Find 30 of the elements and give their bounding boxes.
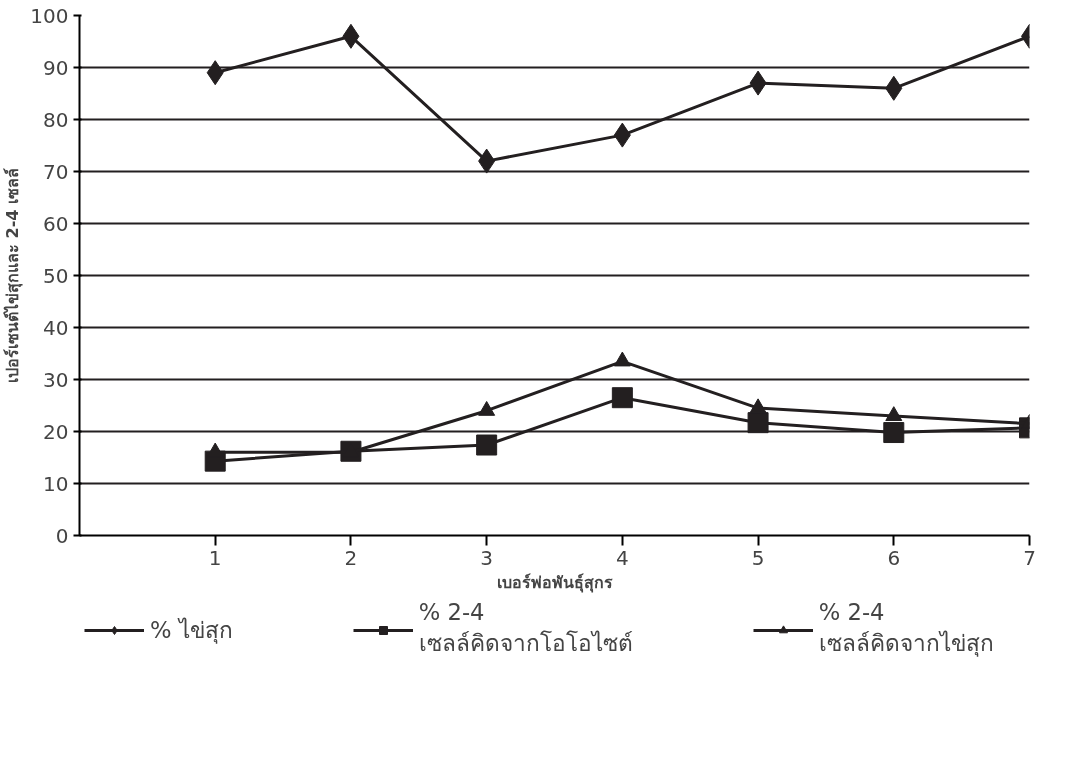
x-tick-label: 5 <box>751 545 765 570</box>
x-tick-label: 3 <box>480 545 494 570</box>
x-axis-title: เบอร์พ่อพันธุ์สุกร <box>496 572 613 593</box>
x-tick-label: 4 <box>615 545 629 570</box>
y-tick-label: 100 <box>30 3 69 28</box>
point <box>749 398 767 414</box>
x-tick-label: 6 <box>887 545 901 570</box>
y-tick-label: 30 <box>43 367 69 392</box>
y-tick-label: 70 <box>43 159 69 184</box>
y-tick-label: 10 <box>43 471 69 496</box>
point <box>747 412 769 434</box>
y-tick-label: 60 <box>43 211 69 236</box>
legend-label: % 2-4 เซลล์คิดจากโอโอไซต์ <box>418 599 633 658</box>
y-tick-label: 80 <box>43 107 69 132</box>
y-tick-label: 40 <box>43 315 69 340</box>
point <box>885 406 903 422</box>
x-tick-label: 1 <box>208 545 222 570</box>
y-axis-title: เปอร์เซนต์ไข่สุกและ 2-4 เซลล์ <box>3 167 24 384</box>
x-tick-label: 7 <box>1023 545 1036 570</box>
y-tick-label: 90 <box>43 55 69 80</box>
y-tick-label: 0 <box>55 523 69 548</box>
legend-label: % ไข่สุก <box>150 616 233 646</box>
point <box>613 351 631 367</box>
legend-label: % 2-4 เซลล์คิดจากไข่สุก <box>818 599 994 659</box>
y-tick-label: 50 <box>43 263 69 288</box>
point <box>611 387 633 409</box>
point <box>883 422 905 444</box>
y-tick-label: 20 <box>43 419 69 444</box>
x-tick-label: 2 <box>344 545 358 570</box>
point <box>476 434 498 456</box>
